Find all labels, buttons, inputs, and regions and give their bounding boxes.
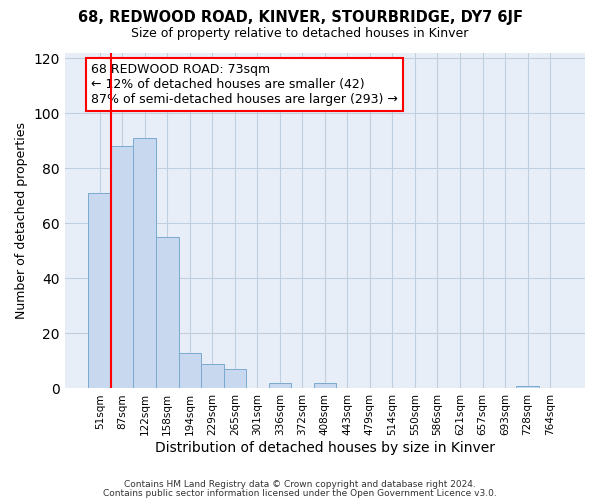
Bar [314, 383, 336, 388]
Y-axis label: Number of detached properties: Number of detached properties [15, 122, 28, 319]
Bar [88, 193, 111, 388]
Text: 68, REDWOOD ROAD, KINVER, STOURBRIDGE, DY7 6JF: 68, REDWOOD ROAD, KINVER, STOURBRIDGE, D… [77, 10, 523, 25]
Bar [133, 138, 156, 388]
Text: Size of property relative to detached houses in Kinver: Size of property relative to detached ho… [131, 28, 469, 40]
Text: 68 REDWOOD ROAD: 73sqm
← 12% of detached houses are smaller (42)
87% of semi-det: 68 REDWOOD ROAD: 73sqm ← 12% of detached… [91, 62, 398, 106]
Bar [517, 386, 539, 388]
Bar [269, 383, 291, 388]
Bar [156, 237, 179, 388]
Bar [201, 364, 224, 388]
Text: Contains HM Land Registry data © Crown copyright and database right 2024.: Contains HM Land Registry data © Crown c… [124, 480, 476, 489]
Bar [111, 146, 133, 388]
Text: Contains public sector information licensed under the Open Government Licence v3: Contains public sector information licen… [103, 489, 497, 498]
Bar [224, 369, 246, 388]
X-axis label: Distribution of detached houses by size in Kinver: Distribution of detached houses by size … [155, 441, 495, 455]
Bar [179, 352, 201, 388]
